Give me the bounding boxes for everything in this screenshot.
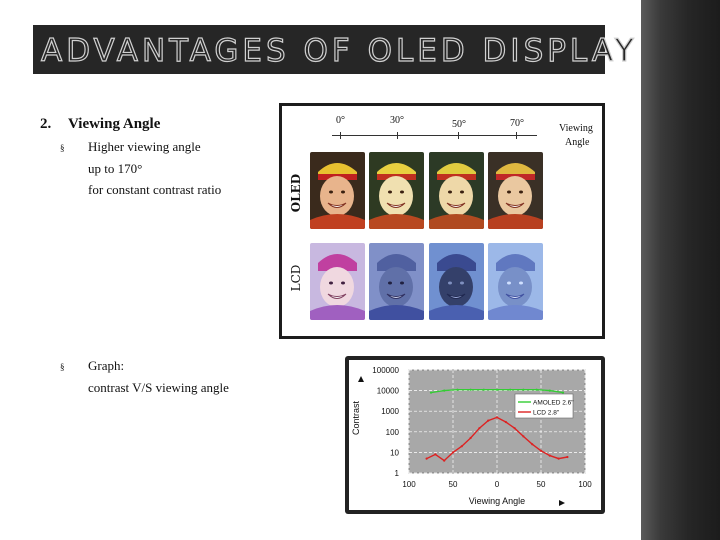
- series-1-point: [513, 427, 516, 430]
- bullet-marker-2: §: [60, 362, 65, 372]
- chart-x-axis-label: Viewing Angle: [469, 496, 525, 506]
- series-0-point: [495, 388, 499, 391]
- lcd-face-70-photo: [488, 243, 543, 320]
- bullet2-line1: Graph:: [88, 358, 125, 373]
- bullet1-line3: for constant contrast ratio: [88, 182, 222, 197]
- viewing-angle-photo-comparison: 0° 30° 50° 70° Viewing Angle OLED LCD: [279, 103, 605, 339]
- oled-face-0-photo: [310, 152, 365, 229]
- y-tick-label: 100000: [372, 366, 399, 375]
- series-1-point: [539, 449, 543, 452]
- viewing-axis-label-1: Viewing: [559, 123, 593, 134]
- series-1-point: [495, 416, 499, 419]
- section-title: Viewing Angle: [68, 116, 161, 132]
- series-0-point: [548, 389, 551, 392]
- series-0-point: [429, 391, 433, 394]
- bullet1-line2: up to 170°: [88, 161, 143, 176]
- title-bar: ADVANTAGES OF OLED DISPLAY: [33, 25, 634, 74]
- row-label-lcd: LCD: [289, 264, 303, 292]
- angle-label-0: 0°: [336, 115, 345, 126]
- y-tick-label: 100: [386, 428, 400, 437]
- bullet2-line2: contrast V/S viewing angle: [88, 380, 229, 395]
- legend-label: AMOLED 2.6": [533, 400, 574, 407]
- angle-tick: [340, 132, 341, 139]
- chart-y-axis-label: Contrast: [351, 400, 361, 435]
- legend-label: LCD 2.8": [533, 410, 560, 417]
- y-tick-label: 1: [395, 469, 400, 478]
- angle-label-30: 30°: [390, 115, 404, 126]
- x-tick-label: 50: [537, 480, 546, 489]
- series-0-point: [535, 388, 538, 391]
- bullet-marker-1: §: [60, 143, 65, 153]
- series-0-point: [522, 388, 525, 391]
- y-tick-label: 1000: [381, 407, 399, 416]
- oled-face-50-photo: [429, 152, 484, 229]
- series-0-point: [469, 388, 472, 391]
- series-1-point: [557, 457, 560, 460]
- series-0-point: [443, 389, 446, 392]
- angle-tick: [516, 132, 517, 139]
- x-tick-label: 100: [402, 480, 416, 489]
- section-heading: 2. Viewing Angle: [40, 116, 160, 133]
- row-label-oled: OLED: [289, 173, 303, 213]
- series-1-point: [469, 436, 472, 440]
- series-1-point: [522, 435, 525, 438]
- contrast-vs-angle-graph: 100000 10000 1000 100 10 1 100 50 0 50 100 AMOLED …: [345, 356, 605, 514]
- oled-face-30-photo: [369, 152, 424, 229]
- angle-axis-line: [332, 135, 537, 136]
- angle-label-70: 70°: [510, 118, 524, 129]
- angle-tick: [397, 132, 398, 139]
- decorative-side-strip: [641, 0, 720, 540]
- slide-title: ADVANTAGES OF OLED DISPLAY: [40, 32, 638, 69]
- series-0-point: [482, 388, 485, 391]
- angle-tick: [458, 132, 459, 139]
- series-1-point: [478, 427, 481, 430]
- series-1-point: [548, 454, 551, 457]
- y-axis-arrow: [358, 376, 364, 382]
- series-1-point: [504, 420, 507, 424]
- lcd-face-0-photo: [310, 243, 365, 320]
- y-tick-label: 10: [390, 448, 399, 457]
- angle-label-50: 50°: [452, 119, 466, 130]
- series-1-point: [460, 445, 463, 448]
- lcd-face-50-photo: [429, 243, 484, 320]
- oled-face-70-photo: [488, 152, 543, 229]
- y-tick-label: 10000: [377, 387, 400, 396]
- series-0-point: [561, 391, 565, 394]
- lcd-face-30-photo: [369, 243, 424, 320]
- viewing-axis-label-2: Angle: [565, 137, 590, 148]
- series-1-point: [531, 443, 534, 446]
- series-1-point: [443, 459, 446, 462]
- series-1-point: [425, 457, 428, 460]
- series-0-point: [456, 388, 459, 391]
- section-number: 2.: [40, 116, 52, 132]
- series-1-point: [487, 419, 490, 422]
- series-1-point: [434, 453, 437, 456]
- x-tick-label: 0: [495, 480, 500, 489]
- bullet1-line1: Higher viewing angle: [88, 139, 201, 154]
- series-0-point: [509, 388, 512, 391]
- chart-legend: [514, 393, 574, 419]
- series-1-point: [451, 451, 455, 454]
- x-axis-arrow: [559, 500, 565, 506]
- x-tick-label: 100: [578, 480, 592, 489]
- series-1-point: [566, 455, 569, 459]
- x-tick-label: 50: [449, 480, 458, 489]
